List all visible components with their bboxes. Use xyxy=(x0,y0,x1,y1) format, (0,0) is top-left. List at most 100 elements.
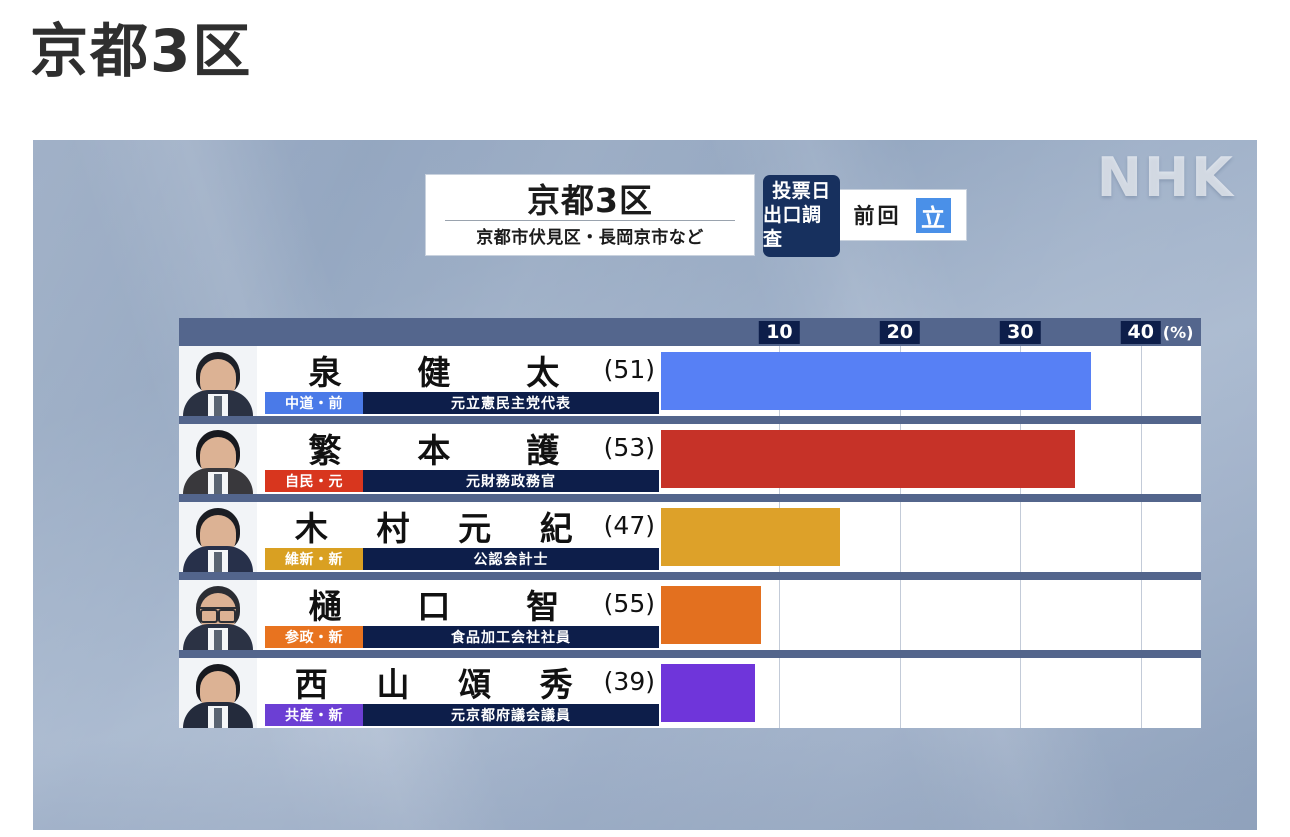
candidate-name: 泉 健 太 (51) xyxy=(271,348,655,392)
survey-badge: 投票日 出口調査 xyxy=(763,175,840,257)
vote-share-bar xyxy=(661,664,755,722)
candidate-age: (55) xyxy=(603,588,655,618)
district-name: 京都3区 xyxy=(527,180,653,220)
name-char: 村 xyxy=(376,509,411,548)
name-char: 樋 xyxy=(308,587,343,626)
name-char: 秀 xyxy=(539,665,574,704)
gridline-30 xyxy=(1020,658,1022,728)
name-char: 木 xyxy=(294,509,329,548)
candidate-row: 樋 口 智 (55) 参政・新 食品加工会社社員 xyxy=(179,580,1201,650)
previous-label: 前回 xyxy=(853,204,902,228)
survey-badge-line2: 出口調査 xyxy=(763,204,822,250)
candidate-info: 樋 口 智 (55) 参政・新 食品加工会社社員 xyxy=(179,580,659,650)
candidate-info: 繁 本 護 (53) 自民・元 元財務政務官 xyxy=(179,424,659,494)
candidate-photo xyxy=(179,502,257,572)
candidate-bar-cell xyxy=(659,502,1201,572)
nhk-logo: NHK xyxy=(1096,146,1235,209)
candidate-age: (39) xyxy=(603,666,655,696)
candidate-text: 繁 本 護 (53) 自民・元 元財務政務官 xyxy=(257,424,659,494)
candidate-name-chars: 泉健太 xyxy=(271,346,598,394)
party-tag: 参政・新 xyxy=(265,626,363,648)
candidate-name-chars: 繁本護 xyxy=(271,424,598,472)
gridline-10 xyxy=(779,658,781,728)
candidate-text: 西 山 頌 秀 (39) 共産・新 元京都府議会議員 xyxy=(257,658,659,728)
candidate-photo xyxy=(179,424,257,494)
page-title: 京都3区 xyxy=(30,17,253,85)
candidate-career: 食品加工会社社員 xyxy=(363,626,659,648)
candidate-text: 泉 健 太 (51) 中道・前 元立憲民主党代表 xyxy=(257,346,659,416)
candidate-info: 泉 健 太 (51) 中道・前 元立憲民主党代表 xyxy=(179,346,659,416)
gridline-40 xyxy=(1140,424,1142,494)
candidate-career: 元京都府議会議員 xyxy=(363,704,659,726)
party-tag: 維新・新 xyxy=(265,548,363,570)
name-char: 紀 xyxy=(539,509,574,548)
gridline-40 xyxy=(1140,346,1142,416)
candidate-name: 西 山 頌 秀 (39) xyxy=(271,660,655,704)
name-char: 泉 xyxy=(308,353,343,392)
candidate-name-chars: 木村元紀 xyxy=(271,502,598,550)
candidate-info: 木 村 元 紀 (47) 維新・新 公認会計士 xyxy=(179,502,659,572)
gridline-30 xyxy=(1020,502,1022,572)
vote-share-bar xyxy=(661,352,1091,410)
district-plate: 京都3区 京都市伏見区・長岡京市など 投票日 出口調査 xyxy=(425,174,840,257)
gridline-30 xyxy=(1020,580,1022,650)
candidate-name: 繁 本 護 (53) xyxy=(271,426,655,470)
vote-share-bar xyxy=(661,586,761,644)
name-char: 元 xyxy=(458,509,493,548)
candidate-row: 西 山 頌 秀 (39) 共産・新 元京都府議会議員 xyxy=(179,658,1201,728)
candidate-tagbar: 中道・前 元立憲民主党代表 xyxy=(265,392,659,414)
gridline-20 xyxy=(899,658,901,728)
divider xyxy=(445,220,735,222)
party-tag: 共産・新 xyxy=(265,704,363,726)
name-char: 繁 xyxy=(308,431,343,470)
name-char: 西 xyxy=(294,665,329,704)
name-char: 口 xyxy=(417,587,452,626)
name-char: 健 xyxy=(417,353,452,392)
candidate-row: 繁 本 護 (53) 自民・元 元財務政務官 xyxy=(179,424,1201,494)
candidate-name: 木 村 元 紀 (47) xyxy=(271,504,655,548)
name-char: 太 xyxy=(526,353,561,392)
axis-tick-10: 10 xyxy=(759,321,800,344)
name-char: 護 xyxy=(526,431,561,470)
previous-result-box: 前回 立 xyxy=(837,189,967,241)
survey-badge-line1: 投票日 xyxy=(772,180,831,203)
candidate-tagbar: 共産・新 元京都府議会議員 xyxy=(265,704,659,726)
candidate-bar-cell xyxy=(659,658,1201,728)
gridline-20 xyxy=(899,580,901,650)
name-char: 本 xyxy=(417,431,452,470)
candidate-age: (51) xyxy=(603,354,655,384)
candidate-photo xyxy=(179,346,257,416)
candidate-row: 泉 健 太 (51) 中道・前 元立憲民主党代表 xyxy=(179,346,1201,416)
candidate-row: 木 村 元 紀 (47) 維新・新 公認会計士 xyxy=(179,502,1201,572)
broadcast-graphic-panel: NHK 京都3区 京都市伏見区・長岡京市など 投票日 出口調査 前回 立 10 2… xyxy=(33,140,1257,830)
name-char: 山 xyxy=(376,665,411,704)
name-char: 頌 xyxy=(458,665,493,704)
candidate-name-chars: 西山頌秀 xyxy=(271,658,598,706)
candidate-career: 公認会計士 xyxy=(363,548,659,570)
candidate-text: 木 村 元 紀 (47) 維新・新 公認会計士 xyxy=(257,502,659,572)
candidate-bar-cell xyxy=(659,580,1201,650)
candidate-info: 西 山 頌 秀 (39) 共産・新 元京都府議会議員 xyxy=(179,658,659,728)
candidate-age: (47) xyxy=(603,510,655,540)
results-table: 10 20 30 40 (%) 泉 健 太 (51) 中道・前 元立憲民主党代表繁 本 護 (53) 自民… xyxy=(179,318,1201,728)
candidate-photo xyxy=(179,658,257,728)
candidate-tagbar: 維新・新 公認会計士 xyxy=(265,548,659,570)
candidate-tagbar: 参政・新 食品加工会社社員 xyxy=(265,626,659,648)
previous-party-badge: 立 xyxy=(915,197,951,233)
candidate-bar-cell xyxy=(659,424,1201,494)
graphic-header: 京都3区 京都市伏見区・長岡京市など 投票日 出口調査 前回 立 xyxy=(425,174,967,257)
candidate-name-chars: 樋口智 xyxy=(271,580,598,628)
candidate-tagbar: 自民・元 元財務政務官 xyxy=(265,470,659,492)
party-tag: 中道・前 xyxy=(265,392,363,414)
gridline-10 xyxy=(779,580,781,650)
candidate-age: (53) xyxy=(603,432,655,462)
candidate-bar-cell xyxy=(659,346,1201,416)
axis-unit-label: (%) xyxy=(1162,323,1194,342)
district-subtitle: 京都市伏見区・長岡京市など xyxy=(476,228,704,249)
vote-share-bar xyxy=(661,508,841,566)
gridline-20 xyxy=(899,502,901,572)
axis-tick-40: 40 xyxy=(1120,321,1161,344)
candidate-career: 元財務政務官 xyxy=(363,470,659,492)
gridline-40 xyxy=(1140,502,1142,572)
axis-row: 10 20 30 40 (%) xyxy=(179,318,1201,346)
